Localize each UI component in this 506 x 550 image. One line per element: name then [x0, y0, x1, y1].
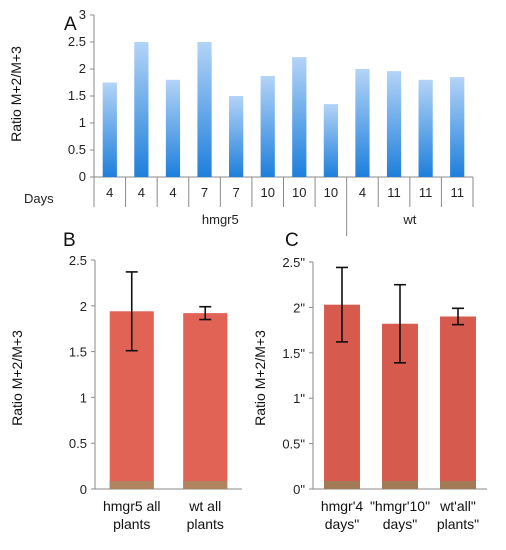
panel-label-a: A	[64, 14, 77, 35]
group-label-a: hmgr5	[202, 212, 239, 227]
y-tick-label-a: 2.5	[68, 34, 86, 49]
y-tick-label-b: 0	[80, 482, 87, 497]
bar-a	[134, 42, 149, 177]
bar-a	[386, 71, 402, 177]
y-tick-label-c: 2.5"	[282, 255, 305, 270]
x-tick-label-c: hmgr'4	[321, 498, 364, 514]
x-tick-label-a: 4	[138, 185, 145, 200]
group-label-a: wt	[402, 212, 416, 227]
x-tick-label-a: 11	[419, 185, 433, 200]
y-tick-label-a: 1.5	[68, 88, 86, 103]
bar-a	[292, 57, 307, 178]
x-tick-label-b: plants	[187, 516, 224, 532]
bar-base-b	[183, 481, 228, 489]
y-tick-label-c: 2"	[293, 300, 305, 315]
y-tick-label-a: 0	[79, 169, 86, 184]
x-tick-label-c: wt'all"	[439, 498, 476, 514]
panel-label-c: C	[285, 230, 299, 251]
days-row-label: Days	[24, 191, 54, 206]
bar-a	[165, 79, 181, 177]
y-tick-label-a: 3	[79, 7, 86, 22]
y-tick-label-a: 2	[79, 61, 86, 76]
y-tick-label-b: 1	[80, 390, 87, 405]
x-tick-label-b: plants	[113, 516, 150, 532]
bar-a	[355, 69, 370, 177]
bar-base-b	[109, 481, 154, 489]
x-tick-label-c: plants"	[437, 516, 479, 532]
bar-b	[183, 313, 228, 489]
bar-a	[229, 96, 244, 177]
x-tick-label-a: 11	[450, 185, 464, 200]
bar-a	[102, 82, 117, 177]
x-tick-label-a: 11	[387, 185, 401, 200]
x-tick-label-c: days"	[325, 516, 360, 532]
x-tick-label-a: 4	[359, 185, 366, 200]
x-tick-label-a: 10	[260, 185, 274, 200]
y-tick-label-b: 2	[80, 299, 87, 314]
bar-a	[450, 77, 465, 177]
x-tick-label-a: 7	[233, 185, 240, 200]
y-tick-label-c: 0"	[293, 482, 305, 497]
bar-c	[440, 316, 476, 489]
y-tick-label-b: 0.5	[69, 436, 87, 451]
y-axis-label-b: Ratio M+2/M+3	[9, 330, 25, 426]
y-tick-label-b: 2.5	[69, 253, 87, 268]
bar-base-c	[440, 481, 476, 489]
y-axis-label-a: Ratio M+2/M+3	[8, 46, 24, 142]
x-tick-label-a: 4	[169, 185, 176, 200]
bar-base-c	[324, 481, 360, 489]
y-tick-label-c: 0.5"	[282, 437, 305, 452]
bar-a	[323, 104, 338, 177]
x-tick-label-a: 10	[324, 185, 338, 200]
y-tick-label-b: 1.5	[69, 345, 87, 360]
bar-a	[260, 76, 275, 177]
bar-base-c	[382, 481, 418, 489]
x-tick-label-a: 10	[292, 185, 306, 200]
x-tick-label-c: "hmgr'10"	[370, 498, 430, 514]
x-tick-label-a: 4	[106, 185, 113, 200]
x-tick-label-a: 7	[201, 185, 208, 200]
y-tick-label-c: 1"	[293, 391, 305, 406]
bar-a	[197, 42, 212, 177]
panel-label-b: B	[63, 230, 76, 251]
bar-a	[418, 79, 433, 177]
x-tick-label-b: hmgr5 all	[103, 498, 161, 514]
y-tick-label-c: 1.5"	[282, 346, 305, 361]
x-tick-label-c: days"	[383, 516, 418, 532]
y-tick-label-a: 0.5	[68, 142, 86, 157]
y-axis-label-c: Ratio M+2/M+3	[252, 330, 268, 426]
y-tick-label-a: 1	[79, 115, 86, 130]
x-tick-label-b: wt all	[188, 498, 221, 514]
